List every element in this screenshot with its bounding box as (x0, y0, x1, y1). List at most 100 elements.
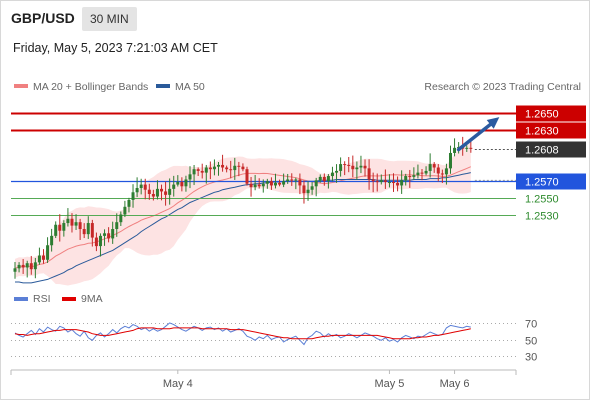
candle-body (273, 182, 277, 186)
bollinger-band-area (15, 141, 471, 286)
timeframe-badge[interactable]: 30 MIN (82, 7, 137, 31)
rsi-9ma-line (14, 327, 471, 340)
rsi-lines (14, 322, 471, 346)
legend-label-ma50: MA 50 (175, 81, 205, 93)
candle-body (143, 184, 147, 190)
candle-body (465, 147, 469, 149)
candle-body (424, 170, 428, 174)
resistance-label: 1.2630 (525, 126, 559, 138)
candle-body (448, 152, 452, 169)
candle-body (432, 164, 436, 168)
candle-body (17, 264, 21, 269)
price-levels (11, 112, 516, 216)
candle-body (33, 262, 37, 270)
rsi-tick-label: 70 (525, 319, 537, 331)
support-label-box (516, 173, 586, 190)
x-tick-label: May 6 (440, 378, 470, 390)
candle-body (21, 264, 25, 268)
candle-body (249, 183, 253, 188)
candle-body (436, 167, 440, 174)
candle-body (265, 181, 269, 184)
candle-body (286, 179, 290, 182)
candle-body (62, 223, 66, 231)
candle-body (86, 223, 90, 235)
arrow-head (486, 117, 500, 129)
candle-body (335, 170, 339, 173)
legend-swatch-ma50 (156, 84, 170, 88)
candle-body (306, 189, 310, 194)
candle-body (172, 184, 176, 189)
candle-body (58, 224, 62, 231)
candle-body (444, 168, 448, 175)
candle-body (217, 164, 220, 167)
support-label: 1.2570 (525, 177, 559, 189)
support-label: 1.2550 (525, 194, 559, 206)
candle-body (90, 223, 94, 238)
legend-swatch-ma20 (14, 84, 28, 88)
arrow-shaft (456, 120, 496, 152)
candle-body (408, 176, 412, 178)
candle-body (180, 182, 184, 187)
candle-body (94, 237, 98, 247)
candle-body (363, 165, 367, 169)
candle-body (241, 166, 245, 170)
candle-body (127, 199, 131, 207)
level-labels: 1.2650 1.2630 1.2608 1.2570 1.2550 1.2530 (516, 105, 586, 223)
candle-body (70, 218, 74, 226)
candle-body (184, 179, 188, 187)
candle-body (269, 181, 273, 186)
candle-body (343, 164, 347, 166)
candle-body (135, 188, 139, 193)
candle-body (37, 255, 41, 263)
candle-body (261, 183, 265, 187)
resistance-label-box (516, 122, 586, 139)
candle-body (176, 182, 180, 185)
candle-body (347, 164, 351, 166)
candle-body (416, 172, 420, 176)
candle-body (66, 218, 70, 224)
candle-body (103, 233, 107, 236)
candle-body (160, 188, 164, 192)
candle-body (387, 182, 391, 184)
candle-body (469, 147, 473, 149)
candle-body (208, 167, 212, 170)
candle-body (107, 233, 111, 239)
candle-body (233, 165, 237, 171)
candle-body (400, 180, 404, 186)
candle-body (54, 224, 58, 236)
candle-body (253, 184, 257, 188)
legend-label-rsi: RSI (33, 293, 51, 305)
candle-body (428, 164, 432, 171)
forecast-arrow (456, 117, 500, 152)
candle-body (237, 165, 241, 167)
candle-body (147, 189, 151, 194)
candle-body (225, 167, 229, 170)
legend-label-ma20: MA 20 + Bollinger Bands (33, 81, 148, 93)
candle-body (111, 229, 115, 239)
candle-body (359, 165, 363, 168)
x-tick-label: May 5 (374, 378, 404, 390)
candle-body (188, 174, 192, 180)
candle-body (355, 167, 359, 170)
candle-body (131, 192, 135, 200)
candle-body (396, 182, 400, 186)
candle-body (375, 181, 379, 183)
candle-body (298, 179, 302, 186)
candle-body (98, 235, 102, 247)
x-axis-ticks: May 4 May 5 May 6 (163, 370, 470, 390)
resistance-label: 1.2650 (525, 109, 559, 121)
support-label: 1.2530 (525, 211, 559, 223)
candle-body (212, 166, 216, 170)
rsi-tick-labels: 70 50 30 (525, 319, 537, 364)
candle-body (221, 164, 225, 168)
candle-body (322, 176, 326, 182)
candle-body (420, 172, 424, 174)
candle-body (294, 179, 298, 181)
candlesticks (13, 136, 473, 279)
bollinger-bands (15, 141, 471, 286)
candle-body (78, 222, 82, 230)
ma50-line (15, 172, 471, 284)
candle-body (196, 169, 200, 171)
candle-body (46, 245, 50, 260)
candle-body (278, 182, 282, 185)
